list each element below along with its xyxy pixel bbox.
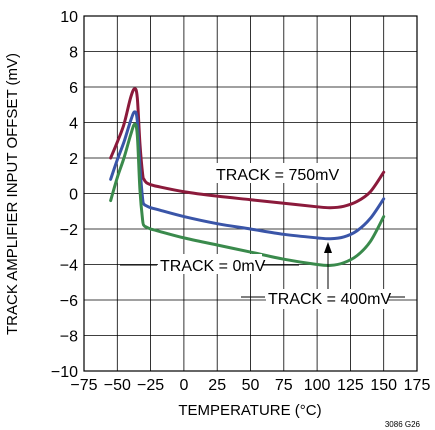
annotations: TRACK = 750mV TRACK = 0mV TRACK = 400mV (120, 163, 405, 309)
x-axis-label: TEMPERATURE (°C) (178, 402, 321, 419)
x-tick-label: 150 (370, 377, 397, 394)
x-tick-label: 175 (404, 377, 431, 394)
annotation-400mv-bg (266, 289, 388, 309)
figure-code: 3086 G26 (385, 420, 421, 429)
x-tick-label: 50 (242, 377, 260, 394)
tick-labels: −75 −50 −25 0 25 50 75 100 125 150 175 −10 −8 −6 −4 −2 0… (51, 9, 431, 394)
x-tick-label: −50 (104, 377, 131, 394)
series-lines (109, 87, 386, 268)
y-tick-label: 10 (60, 9, 78, 26)
x-tick-label: 100 (304, 377, 331, 394)
annotation-750mv-bg (213, 163, 341, 183)
annotation-0mv: TRACK = 0mV (160, 258, 266, 275)
plot-frame (83, 15, 418, 372)
annotation-750mv: TRACK = 750mV (216, 167, 339, 184)
annotation-400mv-arrowhead (324, 242, 332, 253)
x-tick-label: 25 (208, 377, 226, 394)
x-tick-label: −75 (70, 377, 97, 394)
y-tick-label: 2 (69, 151, 78, 168)
y-tick-label: −2 (60, 222, 78, 239)
annotation-0mv-bg (158, 254, 262, 274)
x-tick-label: 75 (275, 377, 293, 394)
y-tick-label: −4 (60, 258, 78, 275)
x-tick-label: −25 (137, 377, 164, 394)
y-tick-label: 4 (69, 116, 78, 133)
series-line-track-400mv (109, 110, 386, 241)
y-tick-label: −8 (60, 329, 78, 346)
y-axis-label: TRACK AMPLIFIER INPUT OFFSET (mV) (4, 53, 21, 335)
series-line-track-0mv (109, 122, 386, 268)
y-tick-label: 0 (69, 187, 78, 204)
series-line-track-750mv (109, 87, 386, 210)
y-tick-label: −6 (60, 293, 78, 310)
y-tick-label: 8 (69, 45, 78, 62)
x-tick-label: 0 (179, 377, 188, 394)
x-tick-label: 125 (337, 377, 364, 394)
annotation-400mv: TRACK = 400mV (268, 291, 391, 308)
y-tick-label: −10 (51, 364, 78, 381)
y-tick-label: 6 (69, 80, 78, 97)
